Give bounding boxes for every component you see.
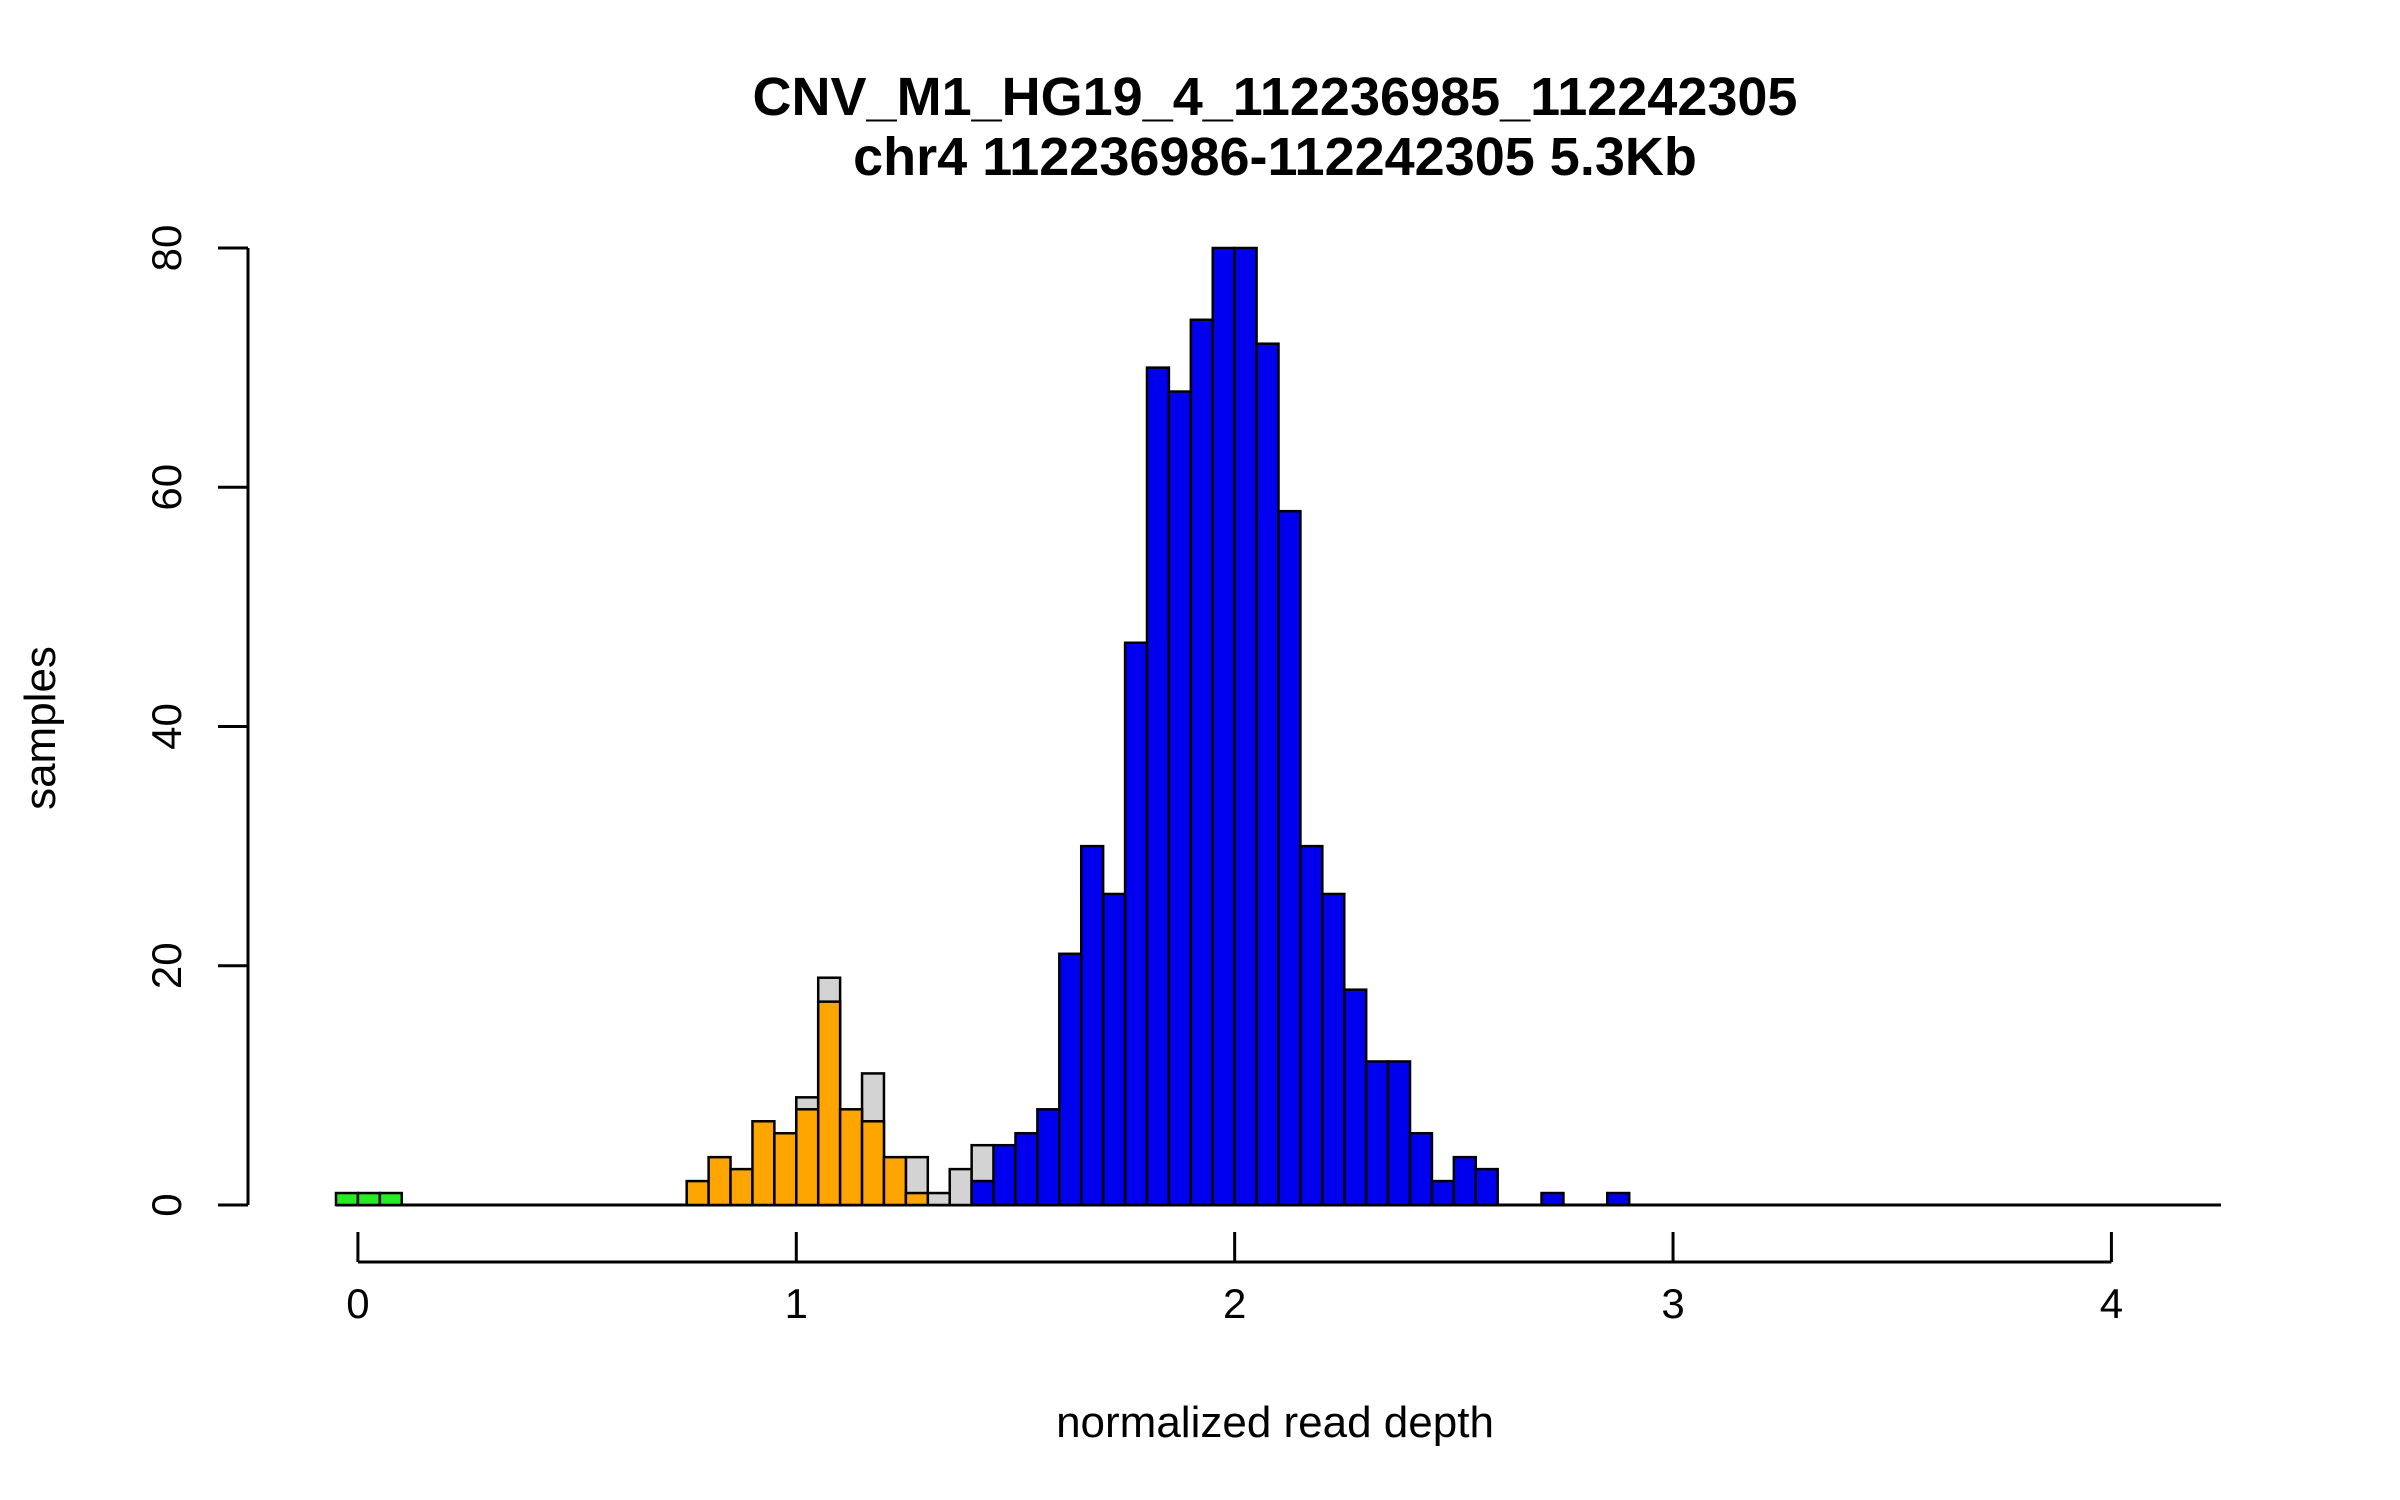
histogram-bar-green	[378, 1191, 404, 1207]
histogram-bar-orange	[904, 1191, 930, 1207]
y-tick-label: 40	[143, 703, 190, 750]
histogram-bar-orange	[751, 1120, 776, 1207]
histogram-bar-blue	[1211, 246, 1236, 1207]
y-tick-label: 0	[143, 1193, 190, 1216]
histogram-bar-blue	[1123, 641, 1149, 1207]
histogram-bar-orange	[816, 1000, 842, 1207]
x-tick-label: 0	[346, 1280, 369, 1327]
histogram-bar-orange	[773, 1131, 798, 1207]
histogram-bar-blue	[1606, 1191, 1631, 1207]
histogram-bar-gray	[926, 1191, 951, 1207]
histogram-bar-blue	[1014, 1131, 1039, 1207]
histogram-bar-orange	[795, 1108, 820, 1207]
histogram-bar-blue	[1058, 952, 1083, 1207]
histogram-bar-blue	[1167, 390, 1193, 1207]
histogram-bar-orange	[729, 1167, 754, 1207]
histogram-bar-blue	[1036, 1108, 1061, 1207]
histogram-bar-green	[356, 1191, 382, 1207]
y-tick-label: 80	[143, 225, 190, 272]
histogram-bar-blue	[1540, 1191, 1565, 1207]
histogram-bar-blue	[970, 1179, 995, 1207]
histogram-bar-blue	[1386, 1060, 1412, 1207]
histogram-bar-orange	[707, 1155, 732, 1207]
histogram-bar-blue	[1079, 844, 1105, 1207]
histogram-bar-blue	[1474, 1167, 1499, 1207]
x-tick-label: 2	[1223, 1280, 1246, 1327]
y-tick-label: 60	[143, 464, 190, 511]
y-tick-label: 20	[143, 942, 190, 989]
histogram-bar-blue	[1452, 1155, 1478, 1207]
histogram-bar-gray	[948, 1167, 973, 1207]
histogram-bar-blue	[1430, 1179, 1456, 1207]
histogram-bar-orange	[882, 1155, 908, 1207]
chart-subtitle: chr4 112236986-112242305 5.3Kb	[853, 127, 1697, 187]
histogram-bar-blue	[1255, 342, 1280, 1207]
chart-title: CNV_M1_HG19_4_112236985_112242305	[753, 67, 1798, 127]
x-tick-label: 4	[2100, 1280, 2123, 1327]
histogram-bar-orange	[860, 1120, 886, 1207]
x-axis-label: normalized read depth	[1056, 1398, 1494, 1447]
y-axis-label: samples	[16, 646, 65, 810]
histogram-bar-blue	[1343, 988, 1368, 1207]
histogram-bar-orange	[685, 1179, 710, 1207]
histogram-bar-blue	[992, 1143, 1017, 1207]
histogram-bar-blue	[1364, 1060, 1390, 1207]
x-tick-label: 3	[1661, 1280, 1684, 1327]
histogram-bar-blue	[1101, 892, 1127, 1207]
histogram-bar-green	[334, 1191, 360, 1207]
histogram-bar-blue	[1408, 1131, 1434, 1207]
bars-group	[334, 246, 2221, 1207]
x-tick-label: 1	[785, 1280, 808, 1327]
histogram-bar-blue	[1299, 844, 1324, 1207]
histogram-bar-blue	[1277, 509, 1302, 1207]
histogram-bar-orange	[838, 1108, 864, 1207]
histogram-bar-blue	[1189, 318, 1214, 1207]
histogram-bar-blue	[1233, 246, 1258, 1207]
histogram-bar-blue	[1321, 892, 1346, 1207]
histogram-bar-blue	[1145, 366, 1171, 1207]
